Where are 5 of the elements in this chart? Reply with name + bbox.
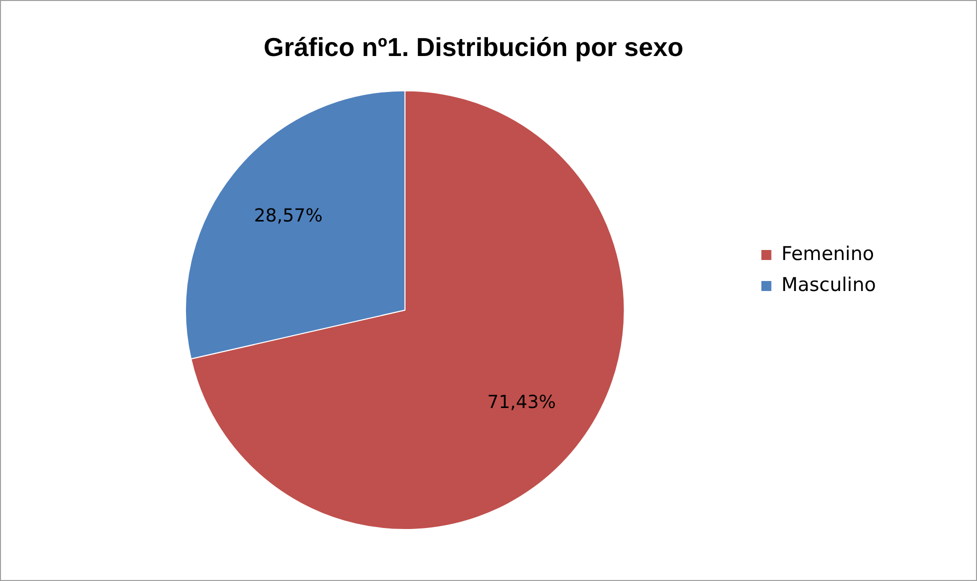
chart-title: Gráfico nº1. Distribución por sexo <box>264 32 684 62</box>
data-label: 71,43% <box>487 392 556 413</box>
legend-label: Femenino <box>781 242 874 265</box>
legend-label: Masculino <box>781 274 876 296</box>
data-label: 28,57% <box>254 206 323 227</box>
